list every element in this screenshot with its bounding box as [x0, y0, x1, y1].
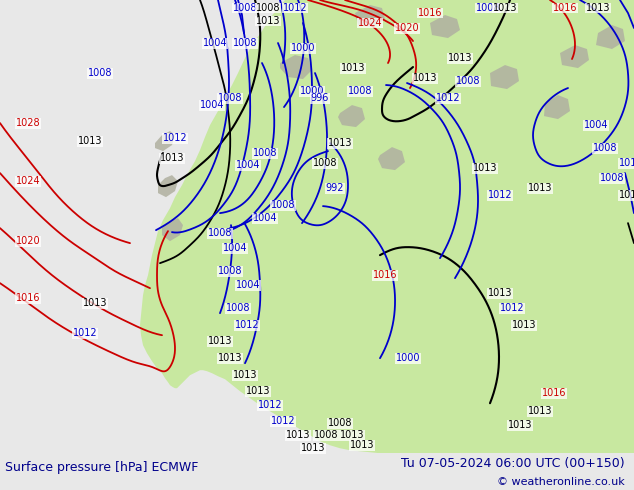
- Text: 1000: 1000: [291, 43, 315, 53]
- Text: 1016: 1016: [553, 3, 577, 13]
- Text: 1013: 1013: [488, 288, 512, 298]
- Polygon shape: [560, 45, 589, 68]
- Polygon shape: [158, 175, 178, 197]
- Text: 1013: 1013: [83, 298, 107, 308]
- Text: 1012: 1012: [163, 133, 187, 143]
- Text: 101: 101: [619, 158, 634, 168]
- Text: 1013: 1013: [208, 336, 232, 346]
- Polygon shape: [490, 65, 519, 89]
- Text: 1008: 1008: [87, 68, 112, 78]
- Text: 1004: 1004: [223, 243, 247, 253]
- Text: 1012: 1012: [235, 320, 259, 330]
- Polygon shape: [140, 0, 634, 453]
- Text: 1012: 1012: [257, 400, 282, 410]
- Text: 1012: 1012: [500, 303, 524, 313]
- Text: 1004: 1004: [203, 38, 227, 48]
- Text: 1016: 1016: [373, 270, 398, 280]
- Text: 1013: 1013: [256, 16, 280, 26]
- Text: Surface pressure [hPa] ECMWF: Surface pressure [hPa] ECMWF: [5, 461, 198, 474]
- Text: Tu 07-05-2024 06:00 UTC (00+150): Tu 07-05-2024 06:00 UTC (00+150): [401, 457, 624, 470]
- Polygon shape: [430, 15, 460, 38]
- Text: 1000: 1000: [300, 86, 324, 96]
- Text: 1013: 1013: [473, 163, 497, 173]
- Text: 1013: 1013: [160, 153, 184, 163]
- Text: 1008: 1008: [348, 86, 372, 96]
- Text: 1012: 1012: [271, 416, 295, 426]
- Text: 1008: 1008: [217, 266, 242, 276]
- Text: 1013: 1013: [512, 320, 536, 330]
- Text: 1016: 1016: [16, 293, 40, 303]
- Text: 1008: 1008: [208, 228, 232, 238]
- Text: 1013: 1013: [340, 430, 365, 440]
- Polygon shape: [378, 147, 405, 170]
- Text: 1013: 1013: [586, 3, 611, 13]
- Text: 1004: 1004: [236, 280, 260, 290]
- Text: 1013: 1013: [448, 53, 472, 63]
- Text: 1013: 1013: [328, 138, 353, 148]
- Text: 1012: 1012: [436, 93, 460, 103]
- Text: 1008: 1008: [271, 200, 295, 210]
- Text: 1012: 1012: [488, 190, 512, 200]
- Text: 1008: 1008: [456, 76, 480, 86]
- Text: 1013: 1013: [217, 353, 242, 363]
- Polygon shape: [596, 25, 625, 49]
- Text: 1016: 1016: [541, 388, 566, 398]
- Text: 1008: 1008: [314, 430, 339, 440]
- Text: 1013: 1013: [350, 440, 374, 450]
- Text: 1008: 1008: [233, 3, 257, 13]
- Polygon shape: [280, 55, 312, 79]
- Text: 1013: 1013: [246, 386, 270, 396]
- Text: 1008: 1008: [600, 173, 624, 183]
- Text: 1004: 1004: [253, 213, 277, 223]
- Text: 1013: 1013: [78, 136, 102, 146]
- Text: 1020: 1020: [16, 236, 41, 246]
- Text: 1012: 1012: [73, 328, 97, 338]
- Text: 1013: 1013: [508, 420, 533, 430]
- Text: 1016: 1016: [418, 8, 443, 18]
- Text: 1008: 1008: [226, 303, 250, 313]
- Polygon shape: [355, 5, 385, 27]
- Text: 1013: 1013: [340, 63, 365, 73]
- Text: 1013: 1013: [527, 183, 552, 193]
- Text: 1013: 1013: [233, 370, 257, 380]
- Polygon shape: [338, 105, 365, 127]
- Text: 1008: 1008: [217, 93, 242, 103]
- Text: © weatheronline.co.uk: © weatheronline.co.uk: [497, 477, 624, 487]
- Text: 1000: 1000: [396, 353, 420, 363]
- Text: 1013: 1013: [286, 430, 310, 440]
- Polygon shape: [155, 131, 175, 151]
- Text: 1004: 1004: [584, 120, 608, 130]
- Text: 1020: 1020: [395, 23, 419, 33]
- Text: 1004: 1004: [200, 100, 224, 110]
- Text: 1008: 1008: [256, 3, 280, 13]
- Text: 1024: 1024: [358, 18, 382, 28]
- Text: 1012: 1012: [283, 3, 307, 13]
- Text: 992: 992: [326, 183, 344, 193]
- Text: 1008: 1008: [476, 3, 500, 13]
- Text: 1004: 1004: [236, 160, 260, 170]
- Text: 1008: 1008: [328, 418, 353, 428]
- Text: 1013: 1013: [493, 3, 517, 13]
- Text: 1013: 1013: [413, 73, 437, 83]
- Text: 1028: 1028: [16, 118, 41, 128]
- Text: 1008: 1008: [253, 148, 277, 158]
- Text: 1013: 1013: [301, 443, 325, 453]
- Text: 1008: 1008: [233, 38, 257, 48]
- Text: 1008: 1008: [313, 158, 337, 168]
- Text: 1008: 1008: [593, 143, 618, 153]
- Polygon shape: [544, 95, 570, 119]
- Text: 996: 996: [311, 93, 329, 103]
- Text: 101: 101: [619, 190, 634, 200]
- Text: 1024: 1024: [16, 176, 41, 186]
- Polygon shape: [162, 218, 183, 241]
- Text: 1013: 1013: [527, 406, 552, 416]
